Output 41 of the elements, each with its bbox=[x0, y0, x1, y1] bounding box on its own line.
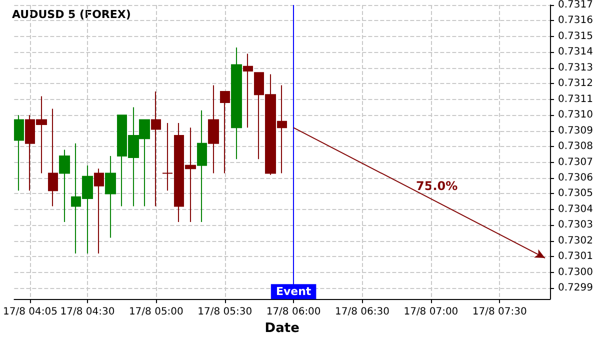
chart-title: AUDUSD 5 (FOREX) bbox=[12, 8, 131, 21]
y-tick-label: 0.7309 bbox=[558, 125, 593, 136]
candlestick bbox=[231, 46, 242, 160]
x-tick-label: 17/8 04:05 bbox=[3, 306, 58, 318]
y-tick-label: 0.7304 bbox=[558, 204, 593, 215]
candlestick bbox=[14, 114, 24, 192]
y-tick-label: 0.7308 bbox=[558, 141, 593, 152]
y-tick-label: 0.7302 bbox=[558, 235, 593, 246]
y-tick-label: 0.7312 bbox=[558, 78, 593, 90]
x-tick-label: 17/8 05:30 bbox=[198, 306, 252, 318]
x-tick-label: 17/8 06:00 bbox=[266, 306, 321, 318]
candlestick bbox=[48, 108, 58, 207]
y-tick-label: 0.7310 bbox=[558, 110, 593, 121]
annotation: 75.0% bbox=[416, 179, 458, 193]
candlestick bbox=[243, 53, 253, 128]
ref-line-label: Event bbox=[276, 285, 312, 298]
x-tick-label: 17/8 05:00 bbox=[128, 306, 184, 318]
x-tick-label: 17/8 07:30 bbox=[472, 306, 527, 318]
y-tick-label: 0.7301 bbox=[558, 251, 593, 262]
y-tick-label: 0.7303 bbox=[558, 220, 593, 231]
x-tick-label: 17/8 07:00 bbox=[404, 306, 458, 318]
y-tick-label: 0.7316 bbox=[558, 15, 593, 26]
y-tick-label: 0.7307 bbox=[558, 156, 593, 168]
y-tick-label: 0.7305 bbox=[558, 188, 593, 200]
y-tick-label: 0.7315 bbox=[558, 30, 593, 42]
candlestick bbox=[94, 168, 104, 254]
x-axis-title: Date bbox=[264, 321, 300, 336]
candlestick bbox=[105, 155, 116, 238]
y-tick-label: 0.7313 bbox=[558, 62, 593, 74]
y-tick-label: 0.7300 bbox=[558, 266, 593, 278]
candlestick bbox=[208, 84, 219, 174]
candlestick bbox=[220, 91, 230, 174]
y-tick-label: 0.7299 bbox=[558, 282, 593, 294]
y-tick-label: 0.7306 bbox=[558, 172, 593, 184]
x-tick-label: 17/8 06:30 bbox=[335, 306, 390, 318]
candlestick bbox=[197, 110, 207, 223]
y-tick-label: 0.7314 bbox=[558, 46, 593, 58]
x-tick-label: 17/8 04:30 bbox=[60, 306, 115, 318]
y-tick-label: 0.7317 bbox=[558, 0, 593, 10]
y-tick-label: 0.7311 bbox=[558, 94, 593, 105]
candlestick bbox=[59, 149, 70, 223]
